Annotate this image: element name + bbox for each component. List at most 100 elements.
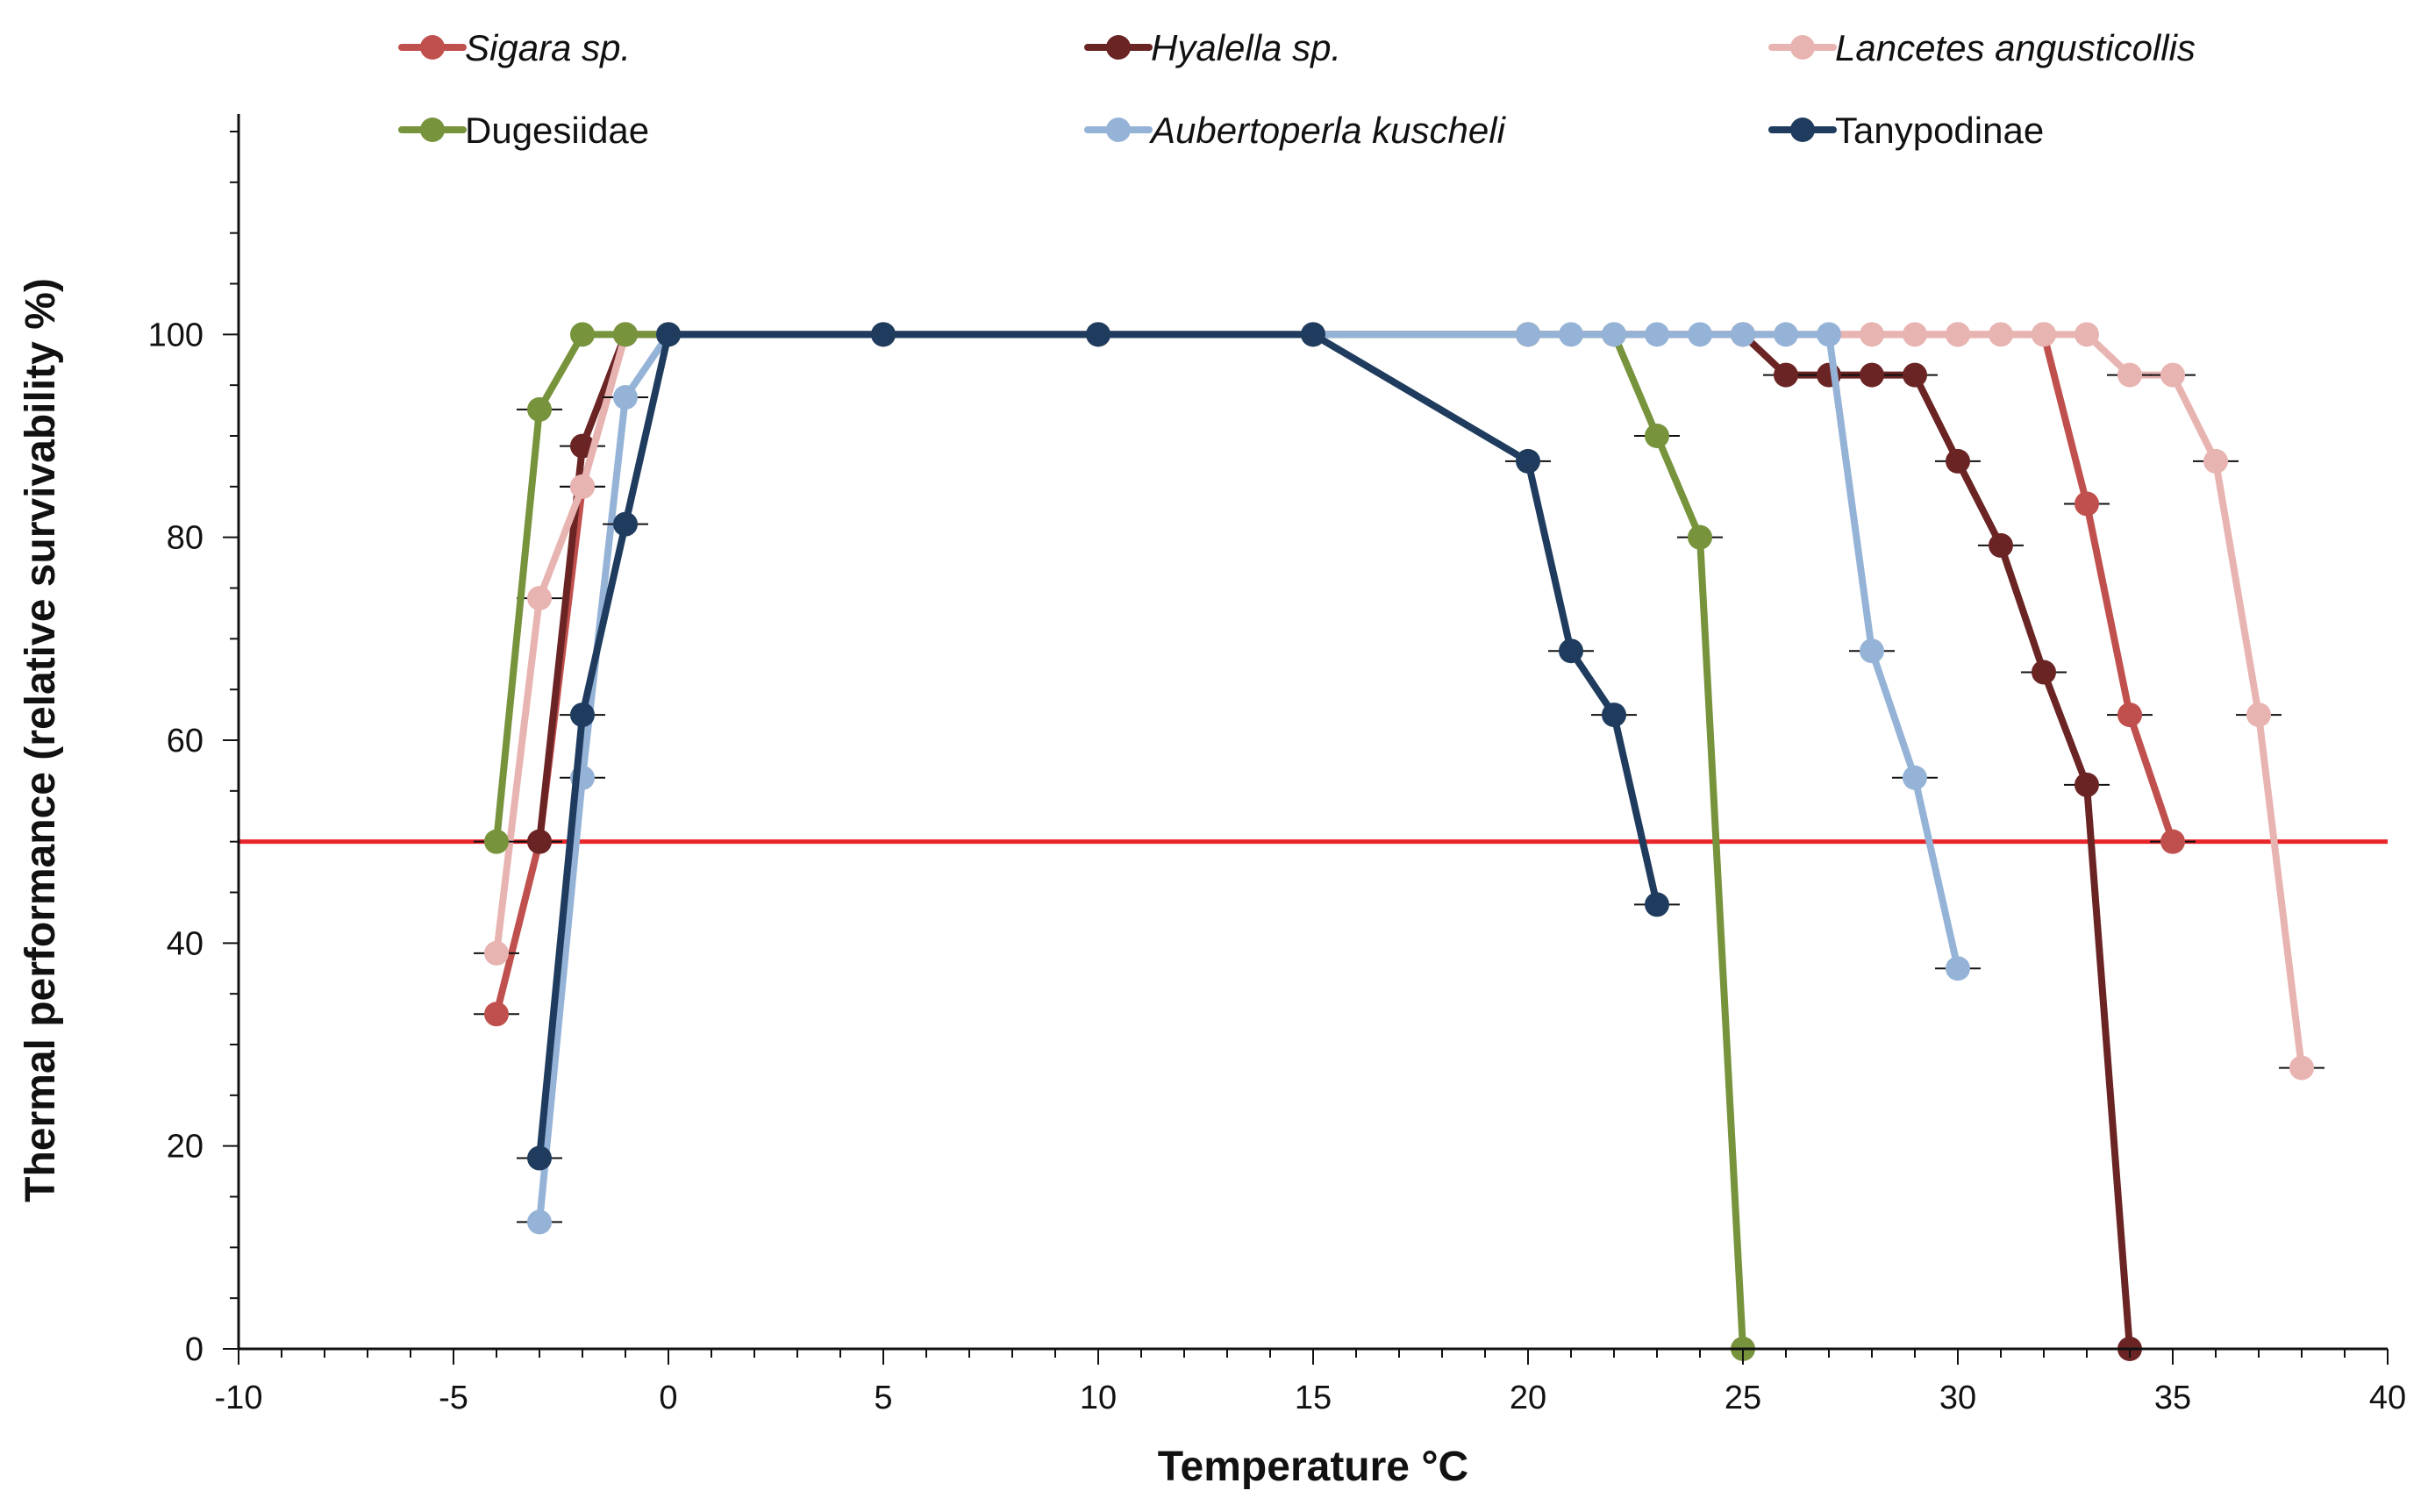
data-point [2160,362,2185,388]
data-point [527,586,552,611]
legend-item-lancetes-angusticollis: Lancetes angusticollis [1768,27,2196,68]
data-point [2117,703,2142,728]
y-tick-label: 100 [148,317,204,353]
data-point [484,829,509,854]
data-point [570,322,595,347]
series-lancetes-angusticollis [474,322,2324,1081]
data-point [1774,322,1798,347]
y-tick-label: 20 [167,1129,204,1166]
y-axis-title: Thermal performance (relative survivabil… [18,278,64,1202]
series-tanypodinae [517,322,1680,1171]
data-point [1946,956,1970,981]
data-point [2117,362,2142,388]
series-aubertoperla-kuscheli [517,322,1981,1235]
series-line-aubertoperla-kuscheli [536,331,1961,1226]
legend-swatch-marker [1106,118,1131,142]
data-point [1645,322,1669,347]
data-point [1946,322,1970,347]
data-point [1516,448,1540,474]
data-point [484,1002,509,1027]
data-point [1516,322,1540,347]
legend-label: Hyalella sp. [1151,27,1341,68]
data-point [1989,532,2013,558]
data-point [2203,448,2228,474]
data-point [1688,524,1712,550]
legend-label: Tanypodinae [1835,110,2044,151]
data-point [1559,322,1583,347]
legend-swatch-marker [1790,35,1815,60]
data-point [1903,362,1927,388]
legend-item-sigara-sp: Sigara sp. [398,27,631,68]
data-point [1645,424,1669,448]
legend-label: Dugesiidae [465,110,649,151]
data-point [2160,829,2185,854]
data-point [1602,703,1626,728]
data-point [1645,892,1669,917]
data-point [613,511,638,537]
data-point [570,474,595,499]
x-tick-label: -5 [439,1380,468,1416]
legend-item-hyalella-sp: Hyalella sp. [1084,27,1341,68]
x-ticks: -10 -5 0 5 10 15 20 25 30 35 40 [215,1349,2406,1416]
data-point [1860,322,1884,347]
legend-label: Sigara sp. [465,27,631,68]
x-tick-label: 0 [659,1380,677,1416]
data-point [2075,322,2099,347]
data-point [871,322,896,347]
data-point [2032,322,2056,347]
data-point [2246,703,2271,728]
data-point [527,829,552,854]
data-point [1989,322,2013,347]
x-tick-label: 30 [1939,1380,1976,1416]
x-tick-label: 20 [1510,1380,1546,1416]
legend-item-aubertoperla-kuscheli: Aubertoperla kuscheli [1084,110,1507,151]
data-point [1602,322,1626,347]
data-point [484,940,509,966]
legend-label: Lancetes angusticollis [1835,27,2196,68]
data-point [1860,362,1884,388]
data-point [1688,322,1712,347]
data-point [527,396,552,422]
x-tick-label: 15 [1295,1380,1332,1416]
legend-label: Aubertoperla kuscheli [1148,110,1507,151]
series-layer [474,322,2324,1361]
data-point [1903,322,1927,347]
x-tick-label: 40 [2369,1380,2406,1416]
legend: Sigara sp. Hyalella sp. Lancetes angustico… [398,27,2196,151]
data-point [570,703,595,728]
y-tick-label: 0 [185,1331,204,1368]
data-point [2032,660,2056,685]
data-point [2289,1055,2314,1081]
data-point [527,1145,552,1171]
data-point [1301,322,1325,347]
data-point [1559,638,1583,664]
data-point [1817,322,1841,347]
data-point [1774,362,1798,388]
series-line-lancetes-angusticollis [493,331,2305,1072]
series-line-sigara-sp [493,331,2176,1018]
data-point [613,322,638,347]
y-tick-label: 40 [167,925,204,962]
y-ticks: 0 20 40 60 80 100 [148,131,239,1368]
x-axis-title: Temperature °C [1158,1444,1468,1490]
series-line-tanypodinae [536,331,1660,1162]
data-point [656,322,681,347]
x-tick-label: 35 [2154,1380,2191,1416]
data-point [1903,765,1927,790]
legend-swatch-marker [420,35,445,60]
x-tick-label: -10 [215,1380,263,1416]
data-point [1946,448,1970,474]
x-tick-label: 5 [874,1380,892,1416]
legend-swatch-marker [420,118,445,142]
data-point [1731,322,1755,347]
legend-item-dugesiidae: Dugesiidae [398,110,649,151]
data-point [1860,638,1884,664]
legend-swatch-marker [1790,118,1815,142]
data-point [2075,491,2099,517]
y-tick-label: 60 [167,723,204,760]
x-tick-label: 25 [1725,1380,1761,1416]
legend-item-tanypodinae: Tanypodinae [1768,110,2044,151]
data-point [1086,322,1110,347]
data-point [613,385,638,410]
